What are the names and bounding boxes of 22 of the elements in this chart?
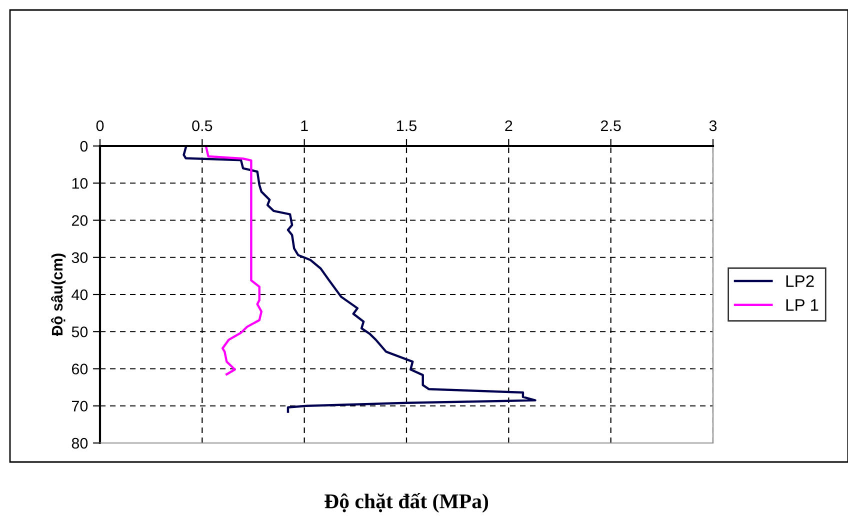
- x-tick-label: 1: [301, 120, 308, 132]
- x-tick-label: 2: [505, 120, 512, 132]
- y-tick-label: 10: [72, 178, 88, 189]
- legend-label: LP2: [786, 275, 814, 287]
- y-tick-label: 0: [80, 140, 88, 152]
- x-tick-label: 0.5: [192, 120, 212, 132]
- y-tick-label: 70: [72, 400, 88, 412]
- x-tick-label: 0: [96, 120, 104, 132]
- y-tick-label: 30: [72, 252, 88, 264]
- x-tick-label: 2.5: [600, 120, 621, 132]
- x-tick-label: 1.5: [397, 120, 416, 132]
- y-tick-label: 60: [72, 364, 88, 374]
- y-tick-label: 50: [72, 326, 88, 338]
- y-tick-label: 80: [72, 438, 88, 449]
- line-series: [182, 146, 536, 413]
- y-tick-label: 20: [72, 215, 88, 226]
- y-axis-title: Độ sâu(cm): [51, 254, 66, 336]
- legend-label: LP 1: [786, 299, 818, 311]
- y-tick-label: 40: [72, 289, 88, 300]
- x-axis-title: Độ chặt đất (MPa): [324, 493, 488, 513]
- line-series: [205, 146, 263, 376]
- x-tick-label: 3: [709, 120, 717, 132]
